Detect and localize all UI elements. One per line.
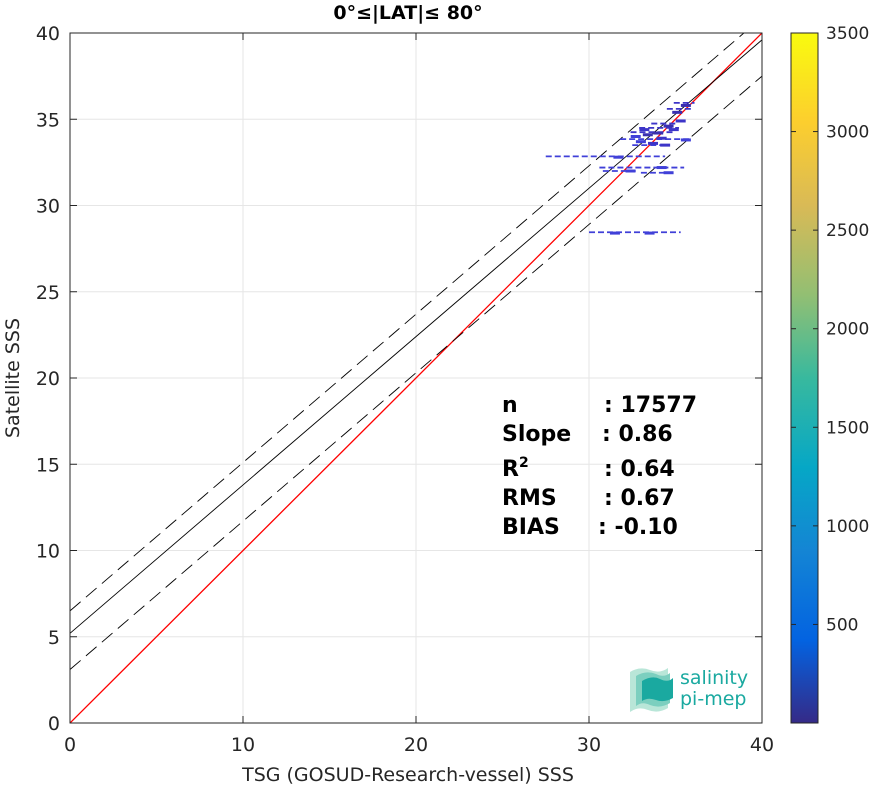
y-tick-label: 35: [36, 109, 60, 131]
colorbar-tick-label: 1000: [826, 517, 869, 537]
line-fit-upper: [70, 33, 745, 612]
salinity-pi-mep-logo: salinity pi-mep: [630, 667, 748, 712]
logo-text-pi-mep: pi-mep: [680, 688, 746, 710]
logo-wave-icon: [630, 668, 673, 712]
x-tick-label: 20: [404, 734, 428, 756]
stat-bias-label: BIAS: [502, 515, 560, 540]
x-tick-label: 40: [750, 734, 774, 756]
data-point: [635, 140, 646, 144]
x-tick-label: 10: [231, 734, 255, 756]
data-point: [644, 231, 655, 235]
axis-ticks: 0 10 20 30 40 0 5 10 15 20 25 30 35 40: [36, 23, 774, 756]
line-fit-lower: [70, 75, 762, 670]
data-point: [660, 143, 671, 147]
chart-title: 0°≤|LAT|≤ 80°: [333, 2, 482, 24]
regression-lines: [70, 33, 762, 723]
data-point: [625, 169, 636, 173]
logo-text-salinity: salinity: [680, 667, 748, 689]
stat-n-value: : 17577: [604, 393, 697, 418]
colorbar-tick-label: 3000: [826, 123, 869, 143]
colorbar-tick-label: 2500: [826, 221, 869, 241]
data-points: [545, 101, 695, 235]
colorbar-tick-label: 2000: [826, 320, 869, 340]
colorbar-tick-label: 500: [826, 615, 858, 635]
colorbar: [791, 33, 818, 723]
y-tick-label: 20: [36, 368, 60, 390]
data-point: [653, 131, 664, 135]
y-tick-label: 30: [36, 196, 60, 218]
colorbar-frame: [790, 32, 819, 724]
y-tick-label: 5: [48, 627, 60, 649]
colorbar-tick-label: 1500: [826, 418, 869, 438]
data-point: [639, 128, 650, 132]
data-point: [609, 231, 620, 235]
stat-bias-value: : -0.10: [598, 515, 678, 540]
x-tick-label: 30: [577, 734, 601, 756]
y-tick-label: 25: [36, 282, 60, 304]
data-point: [648, 141, 659, 145]
data-point: [663, 124, 674, 128]
data-point: [680, 103, 691, 107]
x-tick-label: 0: [64, 734, 76, 756]
colorbar-ticks: 500 1000 1500 2000 2500 3000 3500: [791, 24, 869, 635]
y-tick-label: 10: [36, 541, 60, 563]
data-point: [630, 135, 641, 138]
stat-slope-value: : 0.86: [602, 422, 673, 447]
stat-rms-label: RMS: [502, 486, 557, 511]
y-tick-label: 15: [36, 454, 60, 476]
data-point: [668, 128, 679, 132]
data-point: [656, 166, 667, 170]
y-tick-label: 40: [36, 23, 60, 45]
data-point: [672, 110, 683, 114]
stats-box: n : 17577 Slope : 0.86 R2 : 0.64 RMS : 0…: [502, 393, 697, 540]
line-fit: [70, 39, 762, 634]
stat-r2-value: : 0.64: [604, 457, 675, 482]
data-point: [663, 171, 674, 175]
colorbar-tick-label: 3500: [826, 24, 869, 44]
y-tick-label: 0: [48, 713, 60, 735]
x-axis-title: TSG (GOSUD-Research-vessel) SSS: [241, 764, 574, 786]
data-point: [656, 136, 667, 140]
stat-r2-letter: R: [502, 457, 519, 482]
stat-n-label: n: [502, 393, 518, 418]
y-axis-title: Satellite SSS: [2, 318, 24, 438]
stat-rms-value: : 0.67: [604, 486, 675, 511]
data-point: [675, 119, 686, 123]
data-point: [680, 138, 691, 142]
data-point: [642, 133, 653, 137]
stat-r2-label: R2: [502, 455, 529, 482]
data-point: [613, 155, 624, 159]
stat-r2-superscript: 2: [519, 455, 529, 471]
stat-slope-label: Slope: [502, 422, 571, 447]
line-identity: [70, 33, 762, 723]
